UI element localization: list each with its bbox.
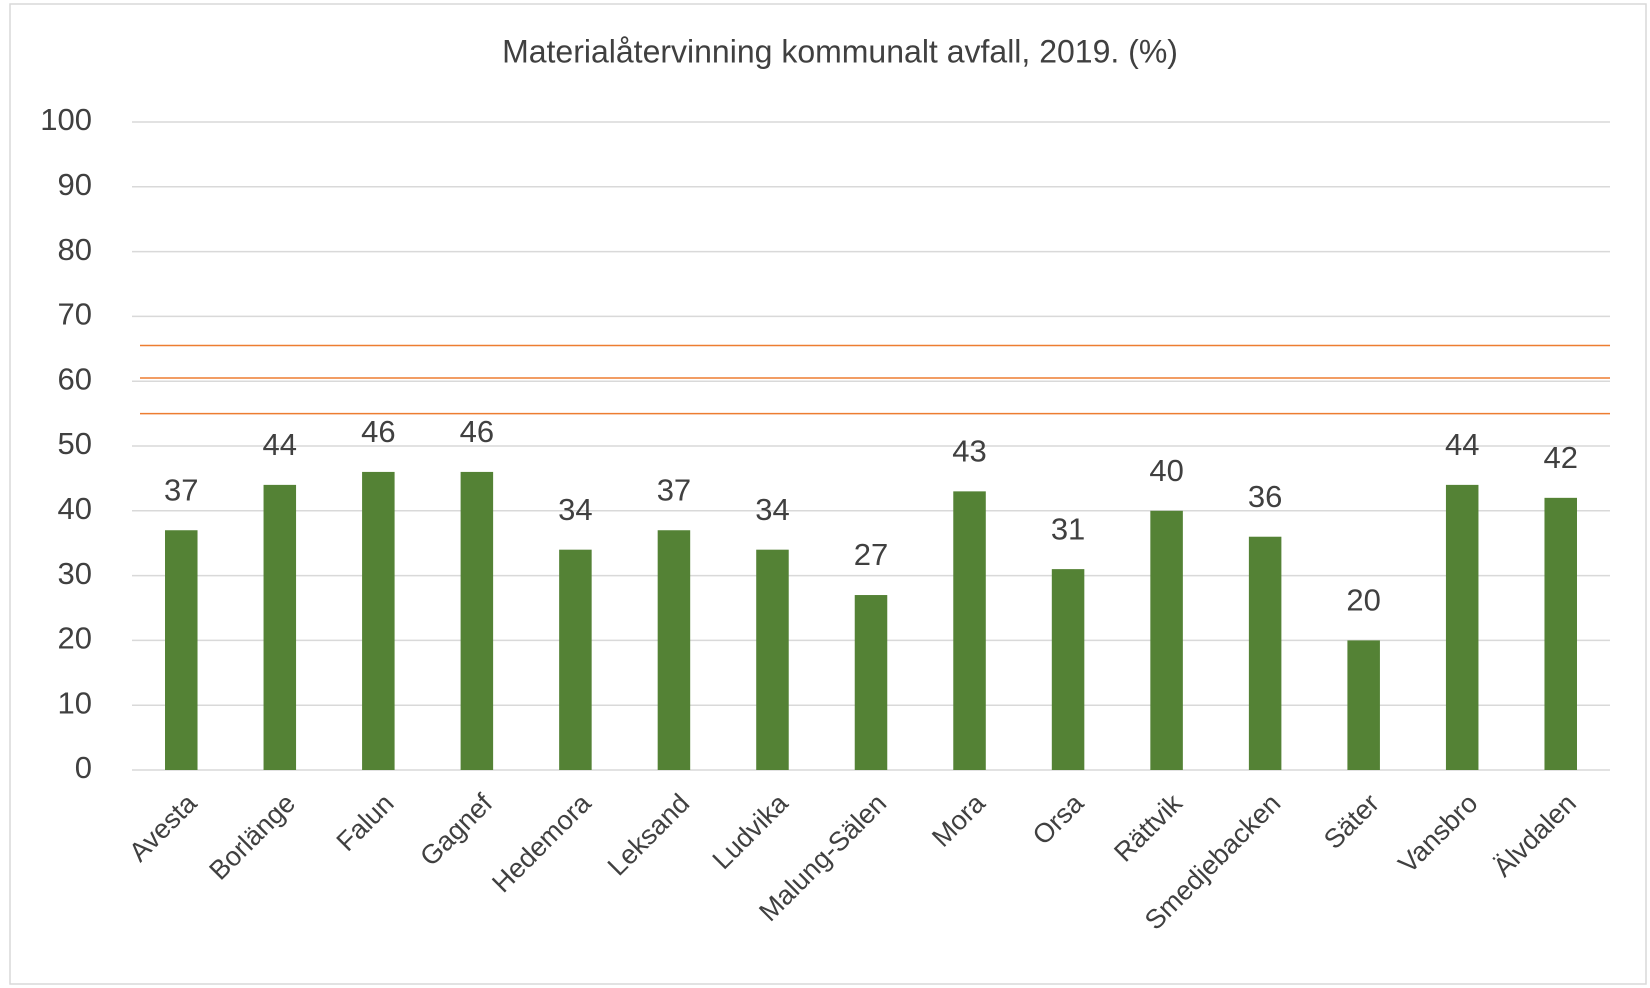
- bar: [1248, 536, 1282, 770]
- bar: [1150, 510, 1183, 770]
- data-label: 27: [854, 537, 888, 572]
- y-tick-label: 70: [58, 297, 92, 332]
- data-label: 46: [460, 414, 494, 449]
- data-label: 44: [1445, 427, 1479, 462]
- data-label: 37: [164, 472, 198, 507]
- data-label: 36: [1248, 479, 1282, 514]
- y-tick-label: 20: [58, 621, 92, 656]
- bar: [953, 491, 986, 770]
- y-tick-label: 80: [58, 232, 92, 267]
- bar: [756, 549, 789, 770]
- data-label: 31: [1051, 511, 1085, 546]
- bar: [263, 484, 297, 770]
- bar: [1445, 484, 1479, 770]
- y-tick-label: 10: [58, 685, 92, 720]
- y-tick-label: 100: [40, 102, 92, 137]
- data-label: 44: [263, 427, 297, 462]
- data-label: 34: [755, 492, 789, 527]
- y-tick-label: 90: [58, 167, 92, 202]
- data-label: 20: [1346, 583, 1380, 618]
- bar: [1347, 640, 1380, 770]
- bar: [1544, 497, 1577, 770]
- bar: [165, 530, 198, 770]
- y-tick-label: 50: [58, 426, 92, 461]
- data-label: 42: [1543, 440, 1577, 475]
- data-label: 43: [952, 434, 986, 469]
- data-label: 37: [657, 472, 691, 507]
- bar: [460, 471, 494, 770]
- bar: [1051, 569, 1085, 770]
- y-tick-label: 60: [58, 361, 92, 396]
- bar: [559, 549, 592, 770]
- y-tick-label: 30: [58, 556, 92, 591]
- data-label: 40: [1149, 453, 1183, 488]
- y-tick-label: 40: [58, 491, 92, 526]
- y-tick-label: 0: [75, 750, 92, 785]
- chart-title: Materialåtervinning kommunalt avfall, 20…: [502, 33, 1178, 69]
- data-label: 34: [558, 492, 592, 527]
- data-label: 46: [361, 414, 395, 449]
- bar: [854, 595, 888, 770]
- bar: [362, 471, 395, 770]
- bar: [657, 530, 691, 770]
